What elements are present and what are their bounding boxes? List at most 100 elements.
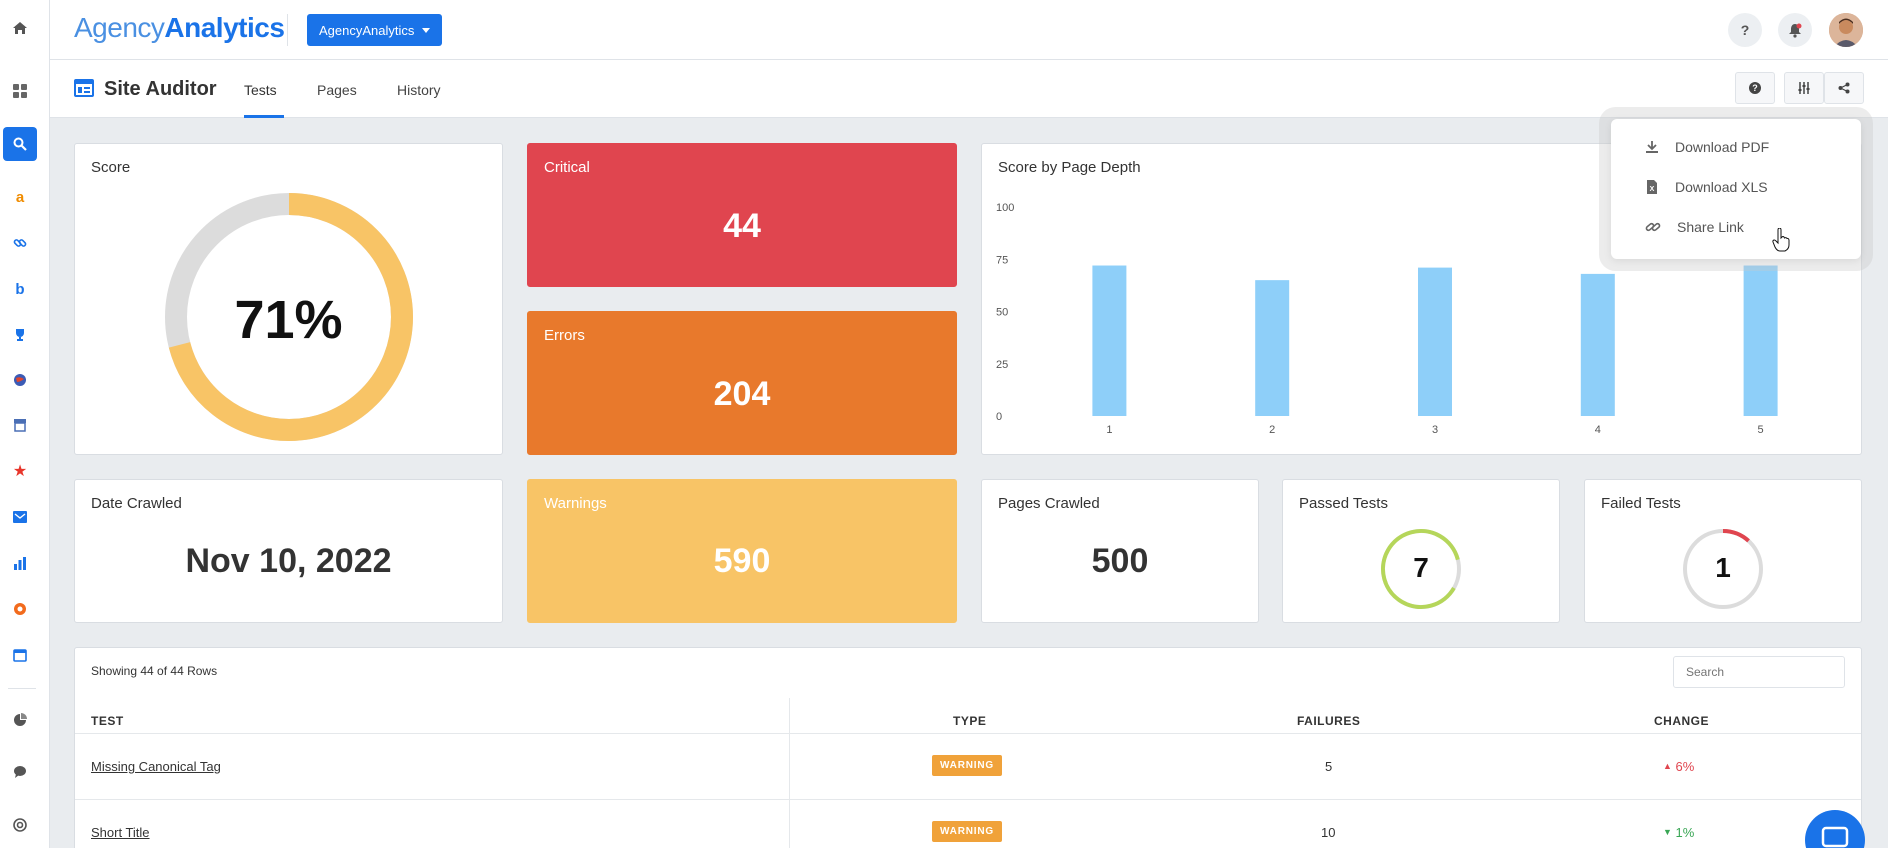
logo-text-analytics: Analytics xyxy=(164,12,285,43)
score-value: 71% xyxy=(234,290,343,350)
chart-title: Score by Page Depth xyxy=(998,159,1141,176)
calendar-icon[interactable] xyxy=(3,638,37,672)
bar-depth-4[interactable] xyxy=(1580,273,1615,416)
avatar[interactable] xyxy=(1829,13,1863,47)
svg-text:X: X xyxy=(1650,186,1655,193)
warnings-card[interactable]: Warnings 590 xyxy=(527,479,957,623)
bar-depth-5[interactable] xyxy=(1743,265,1778,416)
bell-icon xyxy=(1789,23,1802,38)
link-icon[interactable] xyxy=(3,226,37,260)
errors-card[interactable]: Errors 204 xyxy=(527,311,957,455)
store-icon[interactable] xyxy=(3,408,37,442)
failed-tests-card[interactable]: Failed Tests 1 xyxy=(1584,479,1862,623)
search-icon[interactable] xyxy=(3,127,37,161)
pages-crawled-title: Pages Crawled xyxy=(998,495,1100,512)
tab-history[interactable]: History xyxy=(397,82,441,98)
trophy-icon[interactable] xyxy=(3,318,37,352)
passed-tests-value: 7 xyxy=(1413,552,1429,583)
link-icon xyxy=(1645,222,1661,232)
globe-icon[interactable] xyxy=(3,363,37,397)
question-circle-icon: ? xyxy=(1749,82,1761,94)
amazon-icon[interactable]: a xyxy=(15,188,25,206)
bar-chart-icon[interactable] xyxy=(3,546,37,580)
chat-widget-button[interactable] xyxy=(1805,810,1865,848)
change-value: ▲ 6% xyxy=(1663,759,1694,774)
date-crawled-title: Date Crawled xyxy=(91,495,182,512)
x-tick-label: 5 xyxy=(1758,424,1764,436)
bar-depth-1[interactable] xyxy=(1092,265,1127,416)
share-link-item[interactable]: Share Link xyxy=(1645,217,1744,237)
mail-icon[interactable] xyxy=(3,500,37,534)
column-header-test[interactable]: TEST xyxy=(91,714,124,728)
warnings-value: 590 xyxy=(713,542,771,580)
star-icon[interactable]: ★ xyxy=(12,463,28,480)
table-row[interactable]: Missing Canonical Tag WARNING 5 ▲ 6% xyxy=(75,733,1861,799)
target-icon[interactable] xyxy=(3,808,37,842)
sub-header: Site Auditor Tests Pages History ? xyxy=(50,60,1888,118)
sidebar-divider xyxy=(8,688,36,689)
date-crawled-value: Nov 10, 2022 xyxy=(185,542,392,580)
critical-card[interactable]: Critical 44 xyxy=(527,143,957,287)
header-divider xyxy=(287,14,288,46)
passed-tests-ring xyxy=(1381,529,1461,609)
sliders-icon xyxy=(1798,82,1810,94)
tab-pages[interactable]: Pages xyxy=(317,82,357,98)
failures-value: 10 xyxy=(1321,825,1336,840)
failed-tests-value: 1 xyxy=(1715,552,1731,583)
top-bar: AgencyAnalytics AgencyAnalytics ? xyxy=(50,0,1888,60)
fire-icon[interactable] xyxy=(3,592,37,626)
download-icon xyxy=(1646,141,1658,153)
table-row[interactable]: Short Title WARNING 10 ▼ 1% xyxy=(75,799,1861,848)
score-by-depth-card: Score by Page Depth 0 25 50 75 100 1 2 3 4 5 xyxy=(981,143,1862,455)
help-button[interactable]: ? xyxy=(1728,13,1762,47)
column-header-type[interactable]: TYPE xyxy=(953,714,987,728)
row-count: Showing 44 of 44 Rows xyxy=(91,664,218,678)
x-tick-label: 3 xyxy=(1432,424,1438,436)
bing-icon[interactable]: b xyxy=(15,280,25,298)
download-xls-label: Download XLS xyxy=(1675,179,1768,195)
pages-crawled-value: 500 xyxy=(1091,542,1149,580)
site-auditor-icon xyxy=(74,79,94,97)
critical-value: 44 xyxy=(723,207,761,245)
notifications-button[interactable] xyxy=(1778,13,1812,47)
home-icon[interactable] xyxy=(3,11,37,45)
sidebar: a b ★ xyxy=(0,0,50,848)
tab-tests[interactable]: Tests xyxy=(244,82,284,118)
bar-depth-2[interactable] xyxy=(1255,280,1290,416)
share-button[interactable] xyxy=(1824,72,1864,104)
failed-tests-ring xyxy=(1683,529,1763,609)
account-switcher-button[interactable]: AgencyAnalytics xyxy=(307,14,443,46)
table-search-input[interactable] xyxy=(1673,656,1845,688)
test-name-link[interactable]: Short Title xyxy=(91,825,150,840)
svg-text:?: ? xyxy=(1752,83,1758,93)
passed-tests-card[interactable]: Passed Tests 7 xyxy=(1282,479,1560,623)
chat-icon[interactable] xyxy=(3,755,37,789)
bar-depth-3[interactable] xyxy=(1418,267,1452,416)
warnings-title: Warnings xyxy=(544,495,607,512)
excel-file-icon: X xyxy=(1647,180,1657,194)
change-value: ▼ 1% xyxy=(1663,825,1694,840)
change-text: 1% xyxy=(1675,825,1695,840)
y-tick-label: 0 xyxy=(996,411,1002,423)
info-button[interactable]: ? xyxy=(1735,72,1775,104)
test-name-link[interactable]: Missing Canonical Tag xyxy=(91,759,221,774)
failures-value: 5 xyxy=(1325,759,1333,774)
hand-cursor-icon xyxy=(1772,228,1790,252)
tests-table: Showing 44 of 44 Rows TEST TYPE FAILURES… xyxy=(74,647,1862,848)
type-badge: WARNING xyxy=(932,755,1002,776)
x-tick-label: 2 xyxy=(1269,424,1275,436)
column-header-change[interactable]: CHANGE xyxy=(1654,714,1710,728)
customize-button[interactable] xyxy=(1784,72,1824,104)
account-switcher-label: AgencyAnalytics xyxy=(319,22,415,38)
date-crawled-card: Date Crawled Nov 10, 2022 xyxy=(74,479,503,623)
x-tick-label: 4 xyxy=(1595,424,1601,436)
download-xls-item[interactable]: X Download XLS xyxy=(1645,177,1768,197)
y-tick-label: 25 xyxy=(996,359,1008,371)
pie-chart-icon[interactable] xyxy=(3,703,37,737)
dashboard-icon[interactable] xyxy=(3,74,37,108)
column-header-failures[interactable]: FAILURES xyxy=(1297,714,1361,728)
arrow-up-icon: ▲ xyxy=(1663,761,1672,771)
download-pdf-item[interactable]: Download PDF xyxy=(1645,137,1769,157)
pages-crawled-card: Pages Crawled 500 xyxy=(981,479,1259,623)
app-logo[interactable]: AgencyAnalytics xyxy=(74,12,285,44)
